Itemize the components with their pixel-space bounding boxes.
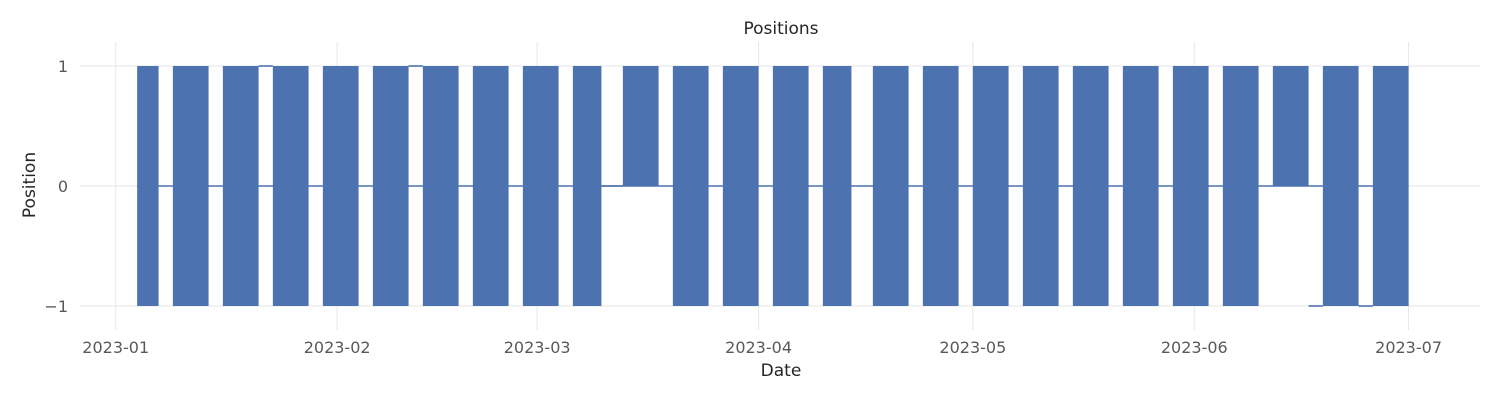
position-band-25 [1372, 66, 1409, 306]
position-band-22 [1222, 66, 1259, 306]
position-band-24 [1322, 66, 1359, 306]
position-band-14 [822, 66, 852, 306]
position-band-20 [1122, 66, 1159, 306]
x-tick-label-2: 2023-03 [504, 338, 571, 357]
position-band-13 [772, 66, 809, 306]
position-band-2 [222, 66, 259, 306]
y-tick-label-1: 0 [58, 177, 68, 196]
position-band-5 [372, 66, 409, 306]
x-tick-label-1: 2023-02 [304, 338, 371, 357]
position-band-10 [622, 66, 659, 186]
position-band-16 [922, 66, 959, 306]
series-positions [137, 65, 1409, 307]
x-tick-label-4: 2023-05 [939, 338, 1006, 357]
x-tick-label-5: 2023-06 [1161, 338, 1228, 357]
position-band-17 [972, 66, 1009, 306]
position-band-9 [572, 66, 602, 306]
chart-title: Positions [743, 19, 818, 39]
y-tick-label-0: 1 [58, 57, 68, 76]
position-band-18 [1022, 66, 1059, 306]
position-band-7 [472, 66, 509, 306]
y-axis-ticks: 1 0 −1 [44, 57, 68, 316]
position-band-15 [872, 66, 909, 306]
position-band-3 [272, 66, 309, 306]
x-tick-label-6: 2023-07 [1375, 338, 1442, 357]
position-band-11 [672, 66, 709, 306]
x-tick-label-3: 2023-04 [725, 338, 792, 357]
position-band-8 [522, 66, 559, 306]
position-band-0 [137, 66, 159, 306]
position-band-4 [322, 66, 359, 306]
x-axis-ticks: 2023-01 2023-02 2023-03 2023-04 2023-05 2023-… [82, 338, 1442, 357]
y-axis-label: Position [20, 152, 40, 218]
x-axis-label: Date [761, 361, 802, 381]
position-band-6 [422, 66, 459, 306]
position-band-12 [722, 66, 759, 306]
position-band-21 [1172, 66, 1209, 306]
y-tick-label-2: −1 [44, 297, 68, 316]
position-band-23 [1272, 66, 1309, 186]
x-tick-label-0: 2023-01 [82, 338, 149, 357]
position-band-19 [1072, 66, 1109, 306]
position-band-1 [172, 66, 209, 306]
